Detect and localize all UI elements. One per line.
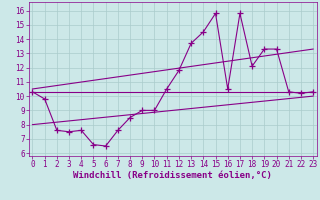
- X-axis label: Windchill (Refroidissement éolien,°C): Windchill (Refroidissement éolien,°C): [73, 171, 272, 180]
